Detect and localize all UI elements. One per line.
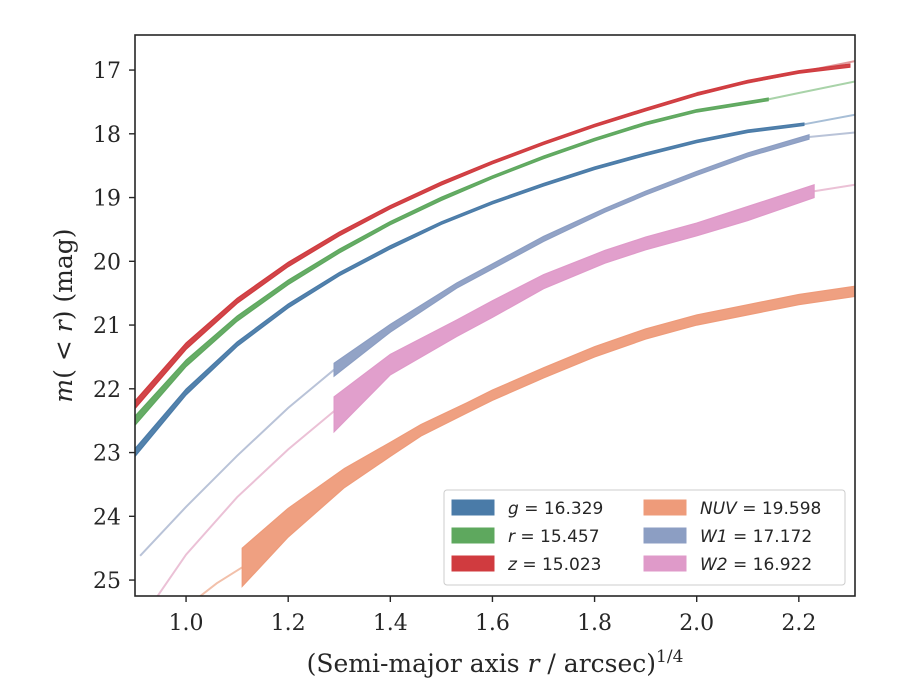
legend-item-w1: W1 = 17.172 — [643, 527, 812, 547]
y-tick-label: 20 — [93, 250, 121, 275]
series-w1-extension — [139, 368, 335, 557]
legend-label-z: z = 15.023 — [507, 555, 601, 575]
series-z-band — [135, 63, 851, 410]
y-tick-label: 17 — [93, 59, 121, 84]
y-axis-label: m( < r) (mag) — [49, 228, 78, 402]
x-axis: 1.0 1.2 1.4 1.6 1.8 2.0 2.2 — [169, 596, 816, 636]
x-tick-label: 1.2 — [271, 611, 306, 636]
series-g-extension — [803, 113, 855, 126]
x-tick-label: 1.0 — [169, 611, 204, 636]
series-r — [135, 80, 855, 427]
legend-item-r: r = 15.457 — [451, 527, 600, 547]
series-g — [135, 113, 855, 458]
x-tick-label: 2.0 — [679, 611, 714, 636]
legend-swatch-w1 — [643, 527, 687, 544]
legend-swatch-w2 — [643, 555, 687, 572]
y-tick-label: 18 — [93, 123, 121, 148]
legend-label-g: g = 16.329 — [508, 499, 603, 519]
y-tick-label: 24 — [93, 505, 121, 530]
series-w2 — [156, 183, 855, 596]
series-g-band — [135, 122, 805, 458]
legend-item-g: g = 16.329 — [451, 499, 603, 519]
series-nuv-band — [241, 285, 855, 588]
y-tick-label: 19 — [93, 187, 121, 212]
series-nuv — [198, 285, 855, 596]
legend-item-w2: W2 = 16.922 — [643, 555, 812, 575]
legend-swatch-nuv — [643, 499, 687, 516]
y-tick-label: 21 — [93, 314, 121, 339]
series-z — [135, 60, 855, 410]
legend-label-w2: W2 = 16.922 — [700, 555, 812, 575]
legend-label-nuv: NUV = 19.598 — [700, 499, 821, 519]
series-w2-extension-outer — [813, 183, 855, 193]
legend-swatch-g — [451, 499, 495, 516]
y-tick-label: 25 — [93, 569, 121, 594]
series-w1-extension-outer — [808, 131, 855, 138]
series-w1-band — [333, 133, 810, 378]
x-tick-label: 1.6 — [475, 611, 510, 636]
x-axis-label: (Semi-major axis r / arcsec)1/4 — [307, 647, 684, 678]
legend-swatch-z — [451, 555, 495, 572]
series-r-band — [135, 97, 769, 427]
legend: g = 16.329 r = 15.457 z = 15.023 NUV = 19.5… — [443, 489, 846, 586]
y-axis: 17 18 19 20 21 22 23 24 25 — [93, 59, 135, 594]
legend-swatch-r — [451, 527, 495, 544]
x-tick-label: 2.2 — [781, 611, 816, 636]
x-tick-label: 1.8 — [577, 611, 612, 636]
series-nuv-extension — [198, 566, 243, 596]
y-tick-label: 22 — [93, 378, 121, 403]
series-w2-band — [333, 183, 815, 434]
series-r-extension — [767, 80, 855, 101]
series-layer — [135, 60, 855, 596]
plot-frame — [134, 34, 856, 597]
y-tick-label: 23 — [93, 442, 121, 467]
legend-item-nuv: NUV = 19.598 — [643, 499, 821, 519]
series-w2-extension — [156, 410, 335, 596]
legend-label-w1: W1 = 17.172 — [700, 527, 812, 547]
legend-label-r: r = 15.457 — [508, 527, 600, 547]
legend-item-z: z = 15.023 — [451, 555, 601, 575]
series-w1 — [139, 131, 855, 557]
x-tick-label: 1.4 — [373, 611, 408, 636]
